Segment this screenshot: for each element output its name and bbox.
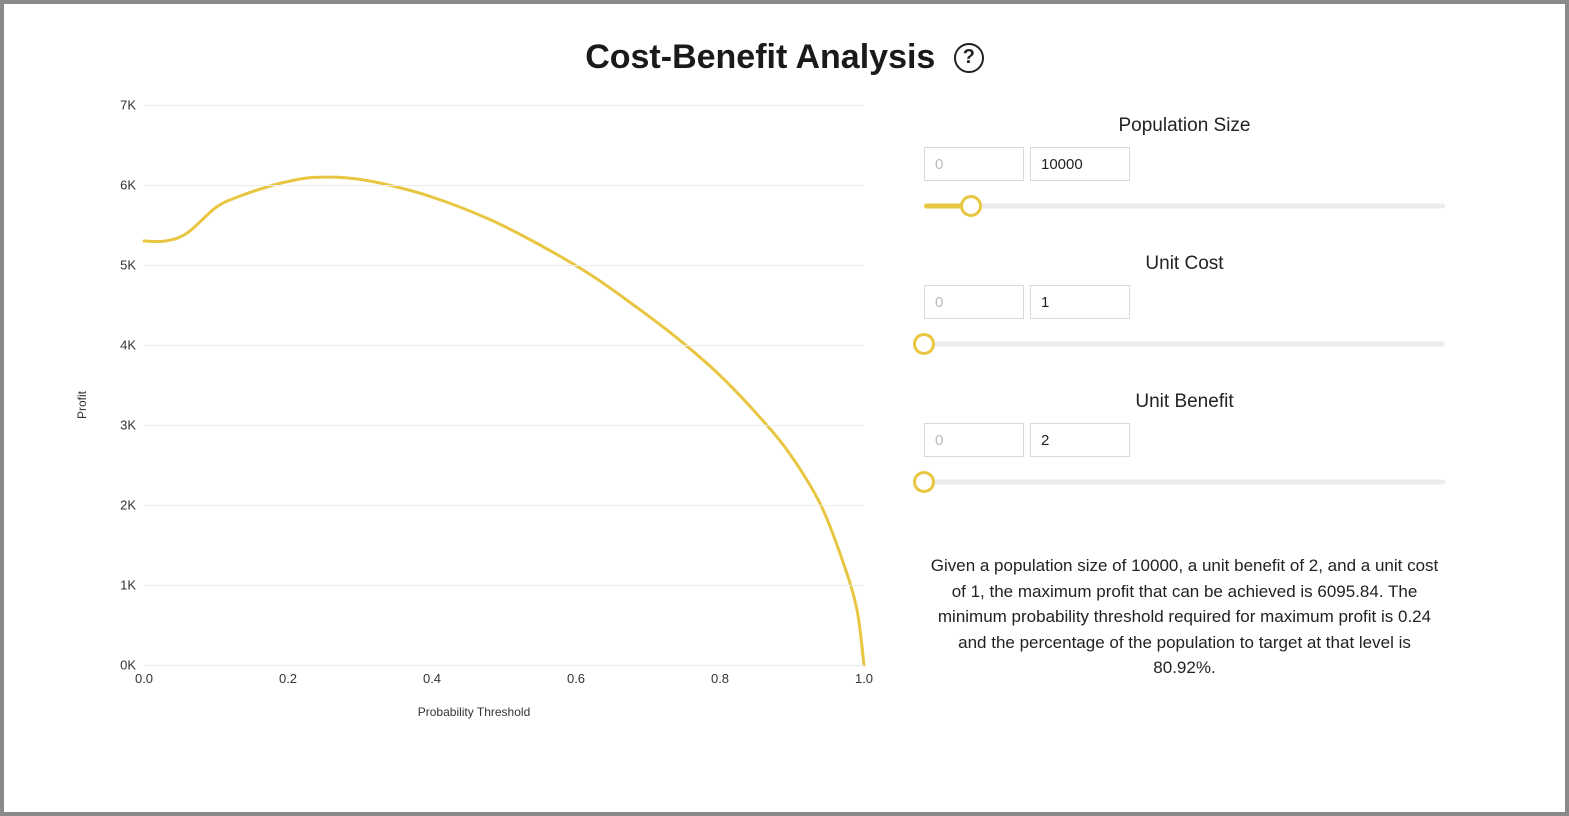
unit-cost-inputs bbox=[924, 285, 1445, 319]
population-value-input[interactable] bbox=[1030, 147, 1130, 181]
unit-benefit-min-input[interactable] bbox=[924, 423, 1024, 457]
unit-cost-min-input[interactable] bbox=[924, 285, 1024, 319]
chart-column: Profit 0K1K2K3K4K5K6K7K0.00.20.40.60.81.… bbox=[64, 95, 884, 715]
unit-benefit-value-input[interactable] bbox=[1030, 423, 1130, 457]
population-min-input[interactable] bbox=[924, 147, 1024, 181]
slider-thumb[interactable] bbox=[913, 471, 935, 493]
grid-line bbox=[144, 505, 864, 506]
y-tick-label: 1K bbox=[96, 578, 136, 593]
grid-line bbox=[144, 265, 864, 266]
grid-line bbox=[144, 425, 864, 426]
y-tick-label: 0K bbox=[96, 658, 136, 673]
help-icon[interactable]: ? bbox=[954, 43, 984, 73]
slider-track bbox=[924, 342, 1445, 347]
slider-thumb[interactable] bbox=[960, 195, 982, 217]
y-axis-label: Profit bbox=[75, 391, 89, 419]
y-tick-label: 5K bbox=[96, 258, 136, 273]
grid-line bbox=[144, 345, 864, 346]
x-tick-label: 0.0 bbox=[135, 671, 153, 686]
grid-line bbox=[144, 105, 864, 106]
x-tick-label: 0.6 bbox=[567, 671, 585, 686]
y-tick-label: 4K bbox=[96, 338, 136, 353]
x-axis-label: Probability Threshold bbox=[418, 705, 531, 719]
content-row: Profit 0K1K2K3K4K5K6K7K0.00.20.40.60.81.… bbox=[44, 95, 1525, 715]
grid-line bbox=[144, 585, 864, 586]
unit-benefit-slider[interactable] bbox=[924, 471, 1445, 493]
unit-benefit-control: Unit Benefit bbox=[924, 391, 1445, 493]
slider-thumb[interactable] bbox=[913, 333, 935, 355]
y-tick-label: 3K bbox=[96, 418, 136, 433]
y-tick-label: 2K bbox=[96, 498, 136, 513]
chart-wrap: Profit 0K1K2K3K4K5K6K7K0.00.20.40.60.81.… bbox=[64, 95, 884, 715]
slider-track bbox=[924, 204, 1445, 209]
profit-curve bbox=[144, 177, 864, 665]
unit-cost-label: Unit Cost bbox=[924, 253, 1445, 275]
summary-text: Given a population size of 10000, a unit… bbox=[924, 553, 1445, 681]
unit-benefit-label: Unit Benefit bbox=[924, 391, 1445, 413]
unit-cost-control: Unit Cost bbox=[924, 253, 1445, 355]
population-size-inputs bbox=[924, 147, 1445, 181]
population-size-label: Population Size bbox=[924, 115, 1445, 137]
x-tick-label: 0.2 bbox=[279, 671, 297, 686]
title-row: Cost-Benefit Analysis ? bbox=[44, 38, 1525, 77]
unit-benefit-inputs bbox=[924, 423, 1445, 457]
x-tick-label: 0.8 bbox=[711, 671, 729, 686]
x-tick-label: 1.0 bbox=[855, 671, 873, 686]
y-tick-label: 7K bbox=[96, 98, 136, 113]
chart-plot-area: 0K1K2K3K4K5K6K7K0.00.20.40.60.81.0 bbox=[144, 105, 864, 665]
y-tick-label: 6K bbox=[96, 178, 136, 193]
grid-line bbox=[144, 665, 864, 666]
app-frame: Cost-Benefit Analysis ? Profit 0K1K2K3K4… bbox=[0, 0, 1569, 816]
population-slider[interactable] bbox=[924, 195, 1445, 217]
unit-cost-slider[interactable] bbox=[924, 333, 1445, 355]
chart-svg bbox=[144, 105, 864, 665]
grid-line bbox=[144, 185, 864, 186]
slider-track bbox=[924, 480, 1445, 485]
page-title: Cost-Benefit Analysis bbox=[585, 38, 935, 77]
controls-column: Population Size Unit Cost bbox=[924, 95, 1505, 681]
unit-cost-value-input[interactable] bbox=[1030, 285, 1130, 319]
population-size-control: Population Size bbox=[924, 115, 1445, 217]
x-tick-label: 0.4 bbox=[423, 671, 441, 686]
